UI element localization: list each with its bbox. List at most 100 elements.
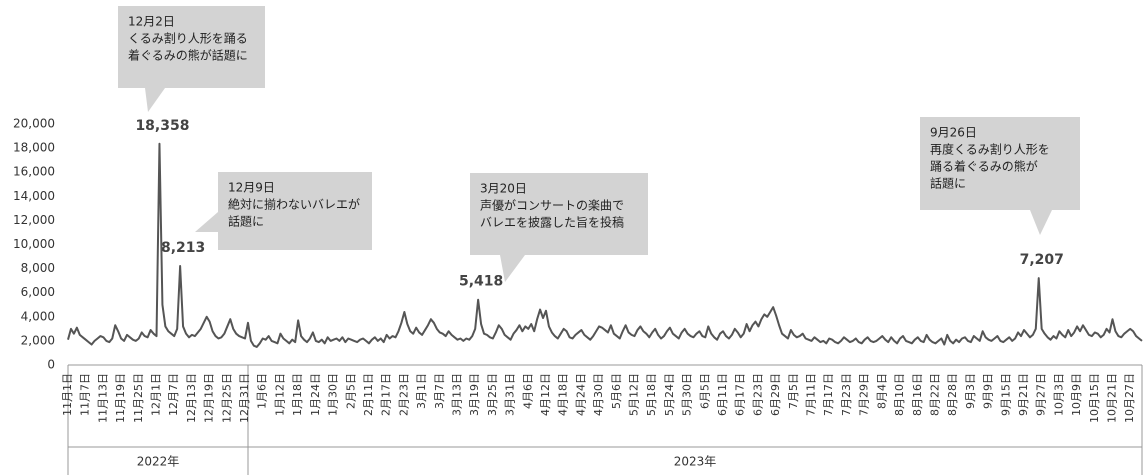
y-tick-label: 6,000 (21, 285, 55, 299)
x-tick-label: 3月13日 (450, 373, 463, 416)
x-tick-label: 2月11日 (362, 373, 375, 416)
x-tick-label: 2月17日 (380, 373, 393, 416)
x-tick-label: 8月16日 (911, 373, 924, 416)
x-tick-label: 11月7日 (79, 373, 92, 416)
x-tick-label: 9月15日 (999, 373, 1012, 416)
x-tick-label: 12月25日 (220, 373, 233, 423)
callout-text: 着ぐるみの熊が話題に (128, 48, 248, 63)
callout-text: 絶対に揃わないバレエが (228, 197, 360, 212)
x-tick-label: 9月21日 (1017, 373, 1030, 416)
callout-pointer (500, 255, 525, 282)
callout-box (920, 117, 1080, 210)
x-tick-label: 4月18日 (557, 373, 570, 416)
x-tick-label: 3月7日 (433, 373, 446, 409)
data-line (67, 142, 1143, 348)
callout-box (118, 6, 265, 88)
y-tick-label: 2,000 (21, 333, 55, 347)
x-tick-label: 11月25日 (132, 373, 145, 423)
x-tick-label: 12月7日 (167, 373, 180, 416)
callout-text: 話題に (228, 214, 264, 229)
x-tick-label: 4月30日 (592, 373, 605, 416)
y-tick-label: 16,000 (13, 165, 55, 179)
x-tick-label: 12月1日 (150, 373, 163, 416)
y-tick-label: 20,000 (13, 117, 55, 131)
callout-text: 再度くるみ割り人形を (930, 142, 1050, 157)
callout-text: 9月26日 (930, 126, 977, 140)
x-tick-label: 4月6日 (521, 373, 534, 409)
x-tick-label: 8月28日 (946, 373, 959, 416)
x-tick-label: 4月24日 (574, 373, 587, 416)
x-tick-label: 7月17日 (822, 373, 835, 416)
x-tick-label: 3月25日 (486, 373, 499, 416)
x-tick-label: 1月6日 (256, 373, 269, 409)
x-tick-label: 3月19日 (468, 373, 481, 416)
x-tick-label: 10月9日 (1070, 373, 1083, 416)
x-tick-label: 8月22日 (928, 373, 941, 416)
callout-text: 12月2日 (128, 15, 175, 29)
callout-box (218, 172, 372, 250)
x-tick-label: 10月3日 (1052, 373, 1065, 416)
x-tick-label: 6月29日 (769, 373, 782, 416)
year-label: 2023年 (674, 455, 717, 469)
x-tick-label: 12月19日 (203, 373, 216, 423)
x-tick-label: 5月6日 (610, 373, 623, 409)
callout-text: 話題に (930, 176, 966, 191)
value-label: 5,418 (459, 274, 503, 290)
x-tick-label: 8月10日 (893, 373, 906, 416)
x-tick-label: 7月5日 (787, 373, 800, 409)
x-tick-label: 1月30日 (327, 373, 340, 416)
callout-box (470, 173, 648, 255)
callout-text: くるみ割り人形を踊る (128, 31, 248, 46)
x-tick-label: 3月1日 (415, 373, 428, 409)
y-tick-label: 10,000 (13, 237, 55, 251)
y-tick-label: 18,000 (13, 141, 55, 155)
x-tick-label: 7月23日 (840, 373, 853, 416)
callout-pointer (195, 212, 218, 232)
x-tick-label: 6月17日 (734, 373, 747, 416)
callout-pointer (145, 88, 165, 112)
year-label: 2022年 (137, 455, 180, 469)
value-label: 8,213 (161, 240, 205, 256)
x-tick-label: 10月21日 (1105, 373, 1118, 423)
x-tick-label: 11月1日 (61, 373, 74, 416)
x-tick-label: 12月31日 (238, 373, 251, 423)
x-tick-label: 5月30日 (681, 373, 694, 416)
x-tick-label: 4月12日 (539, 373, 552, 416)
x-tick-label: 1月24日 (309, 373, 322, 416)
y-tick-label: 4,000 (21, 309, 55, 323)
callout-text: 踊る着ぐるみの熊が (930, 159, 1038, 174)
x-tick-label: 10月27日 (1123, 373, 1136, 423)
x-tick-label: 11月13日 (96, 373, 109, 423)
value-label: 18,358 (135, 118, 189, 134)
x-tick-label: 6月23日 (751, 373, 764, 416)
value-label: 7,207 (1020, 252, 1064, 268)
x-tick-label: 2月5日 (344, 373, 357, 409)
callout-text: 3月20日 (480, 182, 527, 196)
x-tick-label: 9月3日 (964, 373, 977, 409)
x-tick-label: 5月18日 (645, 373, 658, 416)
x-tick-label: 6月5日 (698, 373, 711, 409)
callout-text: 12月9日 (228, 181, 275, 195)
x-tick-label: 9月27日 (1035, 373, 1048, 416)
x-tick-label: 7月29日 (858, 373, 871, 416)
x-tick-label: 3月31日 (504, 373, 517, 416)
x-tick-label: 6月11日 (716, 373, 729, 416)
x-tick-label: 1月12日 (273, 373, 286, 416)
x-tick-label: 10月15日 (1088, 373, 1101, 423)
x-tick-label: 1月18日 (291, 373, 304, 416)
y-tick-label: 8,000 (21, 261, 55, 275)
callout-text: 声優がコンサートの楽曲で (480, 198, 624, 213)
y-tick-label: 14,000 (13, 189, 55, 203)
callout-pointer (1030, 210, 1052, 235)
x-tick-label: 5月12日 (628, 373, 641, 416)
callout-text: バレエを披露した旨を投稿 (480, 215, 624, 230)
y-tick-label: 0 (47, 358, 55, 372)
x-tick-label: 7月11日 (805, 373, 818, 416)
x-tick-label: 8月4日 (875, 373, 888, 409)
x-tick-label: 9月9日 (982, 373, 995, 409)
x-tick-label: 5月24日 (663, 373, 676, 416)
x-tick-label: 12月13日 (185, 373, 198, 423)
x-tick-label: 11月19日 (114, 373, 127, 423)
x-tick-label: 2月23日 (397, 373, 410, 416)
